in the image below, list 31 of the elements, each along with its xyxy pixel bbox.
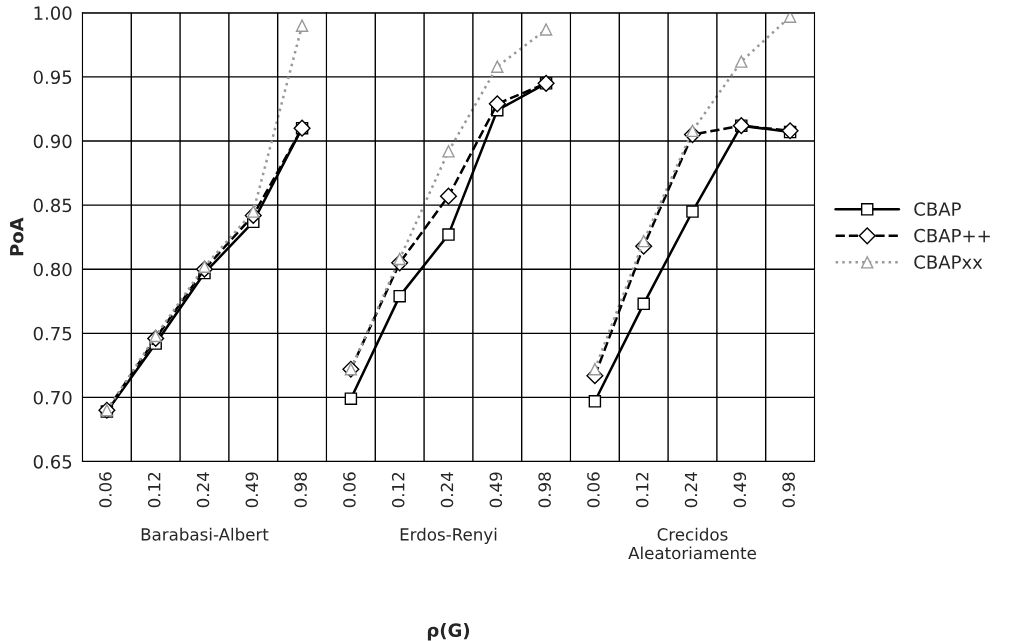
x-tick-label: 0.49 bbox=[489, 472, 503, 508]
x-tick-label: 0.49 bbox=[733, 472, 747, 508]
x-tick-label: 0.24 bbox=[440, 472, 454, 508]
y-tick-label: 0.85 bbox=[33, 198, 72, 213]
y-tick-label: 1.00 bbox=[34, 6, 72, 20]
x-axis-title: Erdos-Renyi bbox=[400, 527, 497, 544]
legend-label: CBAP bbox=[914, 202, 961, 216]
y-tick-label: 0.70 bbox=[33, 390, 72, 405]
x-tick-label: 0.24 bbox=[684, 472, 698, 508]
x-tick-label: 0.98 bbox=[538, 472, 551, 508]
x-tick-label: 0.06 bbox=[587, 472, 600, 508]
x-tick-label: 0.98 bbox=[294, 472, 307, 508]
x-axis-title: Barabasi-Albert bbox=[141, 527, 269, 541]
text: ρ(G) bbox=[427, 623, 470, 641]
y-tick-label: 0.65 bbox=[33, 454, 72, 469]
legend-label: CBAPxx bbox=[914, 255, 983, 269]
x-tick-label: 0.12 bbox=[391, 472, 405, 508]
x-tick-label: 0.98 bbox=[782, 472, 795, 508]
x-axis-title: Crecidos Aleatoriamente bbox=[628, 527, 756, 560]
x-tick-label: 0.12 bbox=[147, 472, 161, 508]
y-axis-title: PoA bbox=[10, 217, 24, 256]
x-tick-label: 0.06 bbox=[99, 472, 112, 508]
y-tick-label: 0.95 bbox=[33, 70, 72, 85]
x-tick-label: 0.24 bbox=[196, 472, 210, 508]
y-tick-label: 0.90 bbox=[33, 134, 72, 149]
x-tick-label: 0.12 bbox=[635, 472, 649, 508]
x-tick-label: 0.06 bbox=[343, 472, 356, 508]
y-tick-label: 0.80 bbox=[33, 262, 72, 277]
legend-label: CBAP++ bbox=[914, 228, 990, 243]
x-tick-label: 0.49 bbox=[245, 472, 259, 508]
y-tick-label: 0.75 bbox=[33, 326, 72, 341]
